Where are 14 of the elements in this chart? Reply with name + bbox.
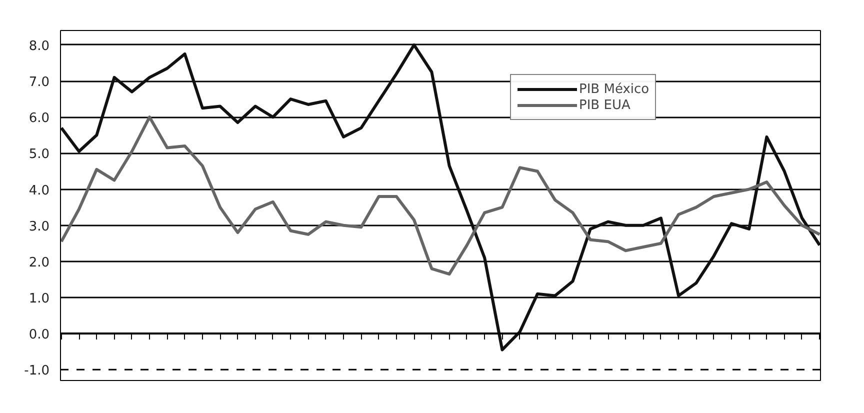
- y-tick-label: 3.0: [28, 219, 50, 234]
- y-tick-label: 6.0: [28, 111, 50, 126]
- legend-label: PIB EUA: [579, 97, 630, 113]
- y-tick-label: 4.0: [28, 183, 50, 198]
- line-series: [60, 43, 820, 352]
- y-tick-label: -1.0: [24, 364, 50, 379]
- y-tick-label: 1.0: [28, 292, 50, 307]
- y-tick-label: 0.0: [28, 328, 50, 343]
- line-series: [60, 116, 820, 276]
- y-tick-label: 7.0: [28, 75, 50, 90]
- y-tick-label: 5.0: [28, 147, 50, 162]
- y-tick-label: 8.0: [28, 38, 50, 54]
- y-tick-label: 2.0: [28, 255, 50, 270]
- legend-label: PIB México: [579, 81, 650, 97]
